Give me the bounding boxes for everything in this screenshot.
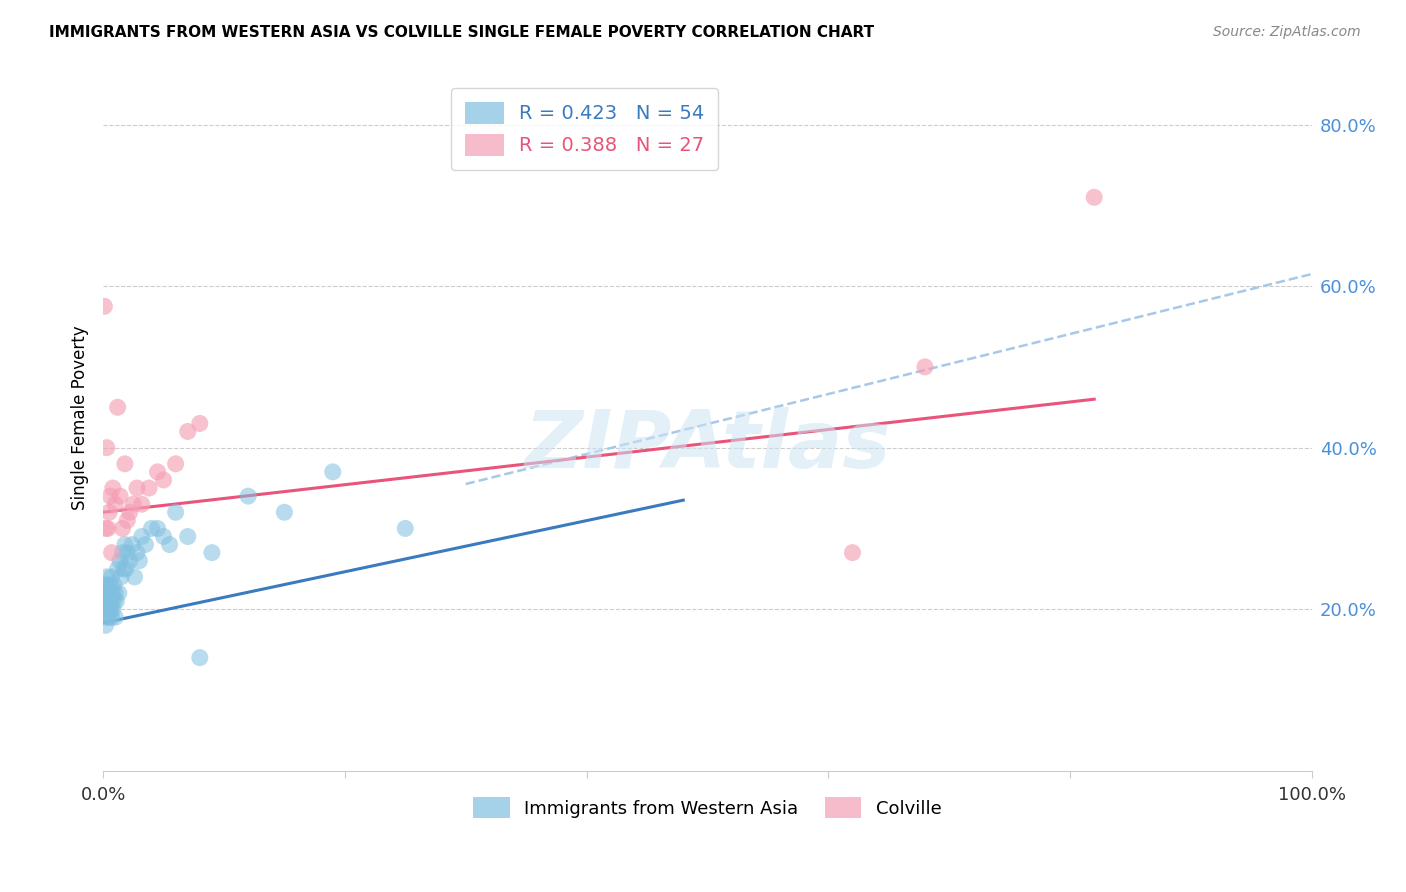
Point — [100, 570, 122, 584]
Point — [159, 538, 181, 552]
Point — [94, 594, 117, 608]
Point — [134, 538, 156, 552]
Point — [165, 505, 187, 519]
Point — [238, 489, 260, 503]
Point — [108, 554, 131, 568]
Point — [165, 457, 187, 471]
Point — [125, 546, 148, 560]
Point — [125, 481, 148, 495]
Point — [117, 513, 139, 527]
Point — [100, 489, 122, 503]
Y-axis label: Single Female Poverty: Single Female Poverty — [72, 325, 89, 509]
Point — [177, 425, 200, 439]
Point — [201, 546, 224, 560]
Point — [146, 465, 169, 479]
Point — [114, 538, 136, 552]
Point — [1083, 190, 1105, 204]
Text: Source: ZipAtlas.com: Source: ZipAtlas.com — [1213, 25, 1361, 39]
Point — [100, 546, 122, 560]
Point — [121, 538, 143, 552]
Point — [101, 481, 124, 495]
Point — [96, 586, 118, 600]
Point — [101, 602, 124, 616]
Point — [124, 570, 146, 584]
Point — [118, 505, 141, 519]
Point — [273, 505, 295, 519]
Text: IMMIGRANTS FROM WESTERN ASIA VS COLVILLE SINGLE FEMALE POVERTY CORRELATION CHART: IMMIGRANTS FROM WESTERN ASIA VS COLVILLE… — [49, 25, 875, 40]
Point — [93, 299, 115, 313]
Point — [131, 497, 153, 511]
Point — [104, 610, 127, 624]
Point — [98, 594, 121, 608]
Point — [105, 594, 128, 608]
Point — [96, 570, 118, 584]
Point — [94, 578, 117, 592]
Point — [131, 529, 153, 543]
Point — [96, 441, 118, 455]
Point — [94, 521, 117, 535]
Point — [104, 497, 127, 511]
Point — [122, 497, 145, 511]
Point — [111, 521, 134, 535]
Point — [97, 602, 120, 616]
Point — [98, 586, 121, 600]
Point — [394, 521, 416, 535]
Point — [100, 602, 122, 616]
Point — [107, 401, 129, 415]
Point — [110, 570, 132, 584]
Point — [103, 594, 125, 608]
Point — [114, 457, 136, 471]
Point — [146, 521, 169, 535]
Point — [138, 481, 160, 495]
Point — [104, 586, 127, 600]
Legend: Immigrants from Western Asia, Colville: Immigrants from Western Asia, Colville — [467, 790, 949, 825]
Point — [96, 610, 118, 624]
Point — [94, 618, 117, 632]
Point — [101, 586, 124, 600]
Point — [112, 562, 135, 576]
Point — [188, 650, 211, 665]
Point — [98, 505, 121, 519]
Point — [188, 417, 211, 431]
Point — [841, 546, 863, 560]
Point — [103, 578, 125, 592]
Point — [100, 594, 122, 608]
Point — [97, 578, 120, 592]
Text: ZIPAtlas: ZIPAtlas — [524, 407, 890, 484]
Point — [117, 546, 139, 560]
Point — [141, 521, 163, 535]
Point — [107, 562, 129, 576]
Point — [118, 554, 141, 568]
Point — [128, 554, 150, 568]
Point — [108, 489, 131, 503]
Point — [93, 586, 115, 600]
Point — [93, 602, 115, 616]
Point — [152, 473, 174, 487]
Point — [97, 521, 120, 535]
Point — [100, 610, 122, 624]
Point — [97, 594, 120, 608]
Point — [914, 359, 936, 374]
Point — [115, 562, 138, 576]
Point — [152, 529, 174, 543]
Point — [322, 465, 344, 479]
Point — [98, 610, 121, 624]
Point — [100, 578, 122, 592]
Point — [111, 546, 134, 560]
Point — [108, 586, 131, 600]
Point — [177, 529, 200, 543]
